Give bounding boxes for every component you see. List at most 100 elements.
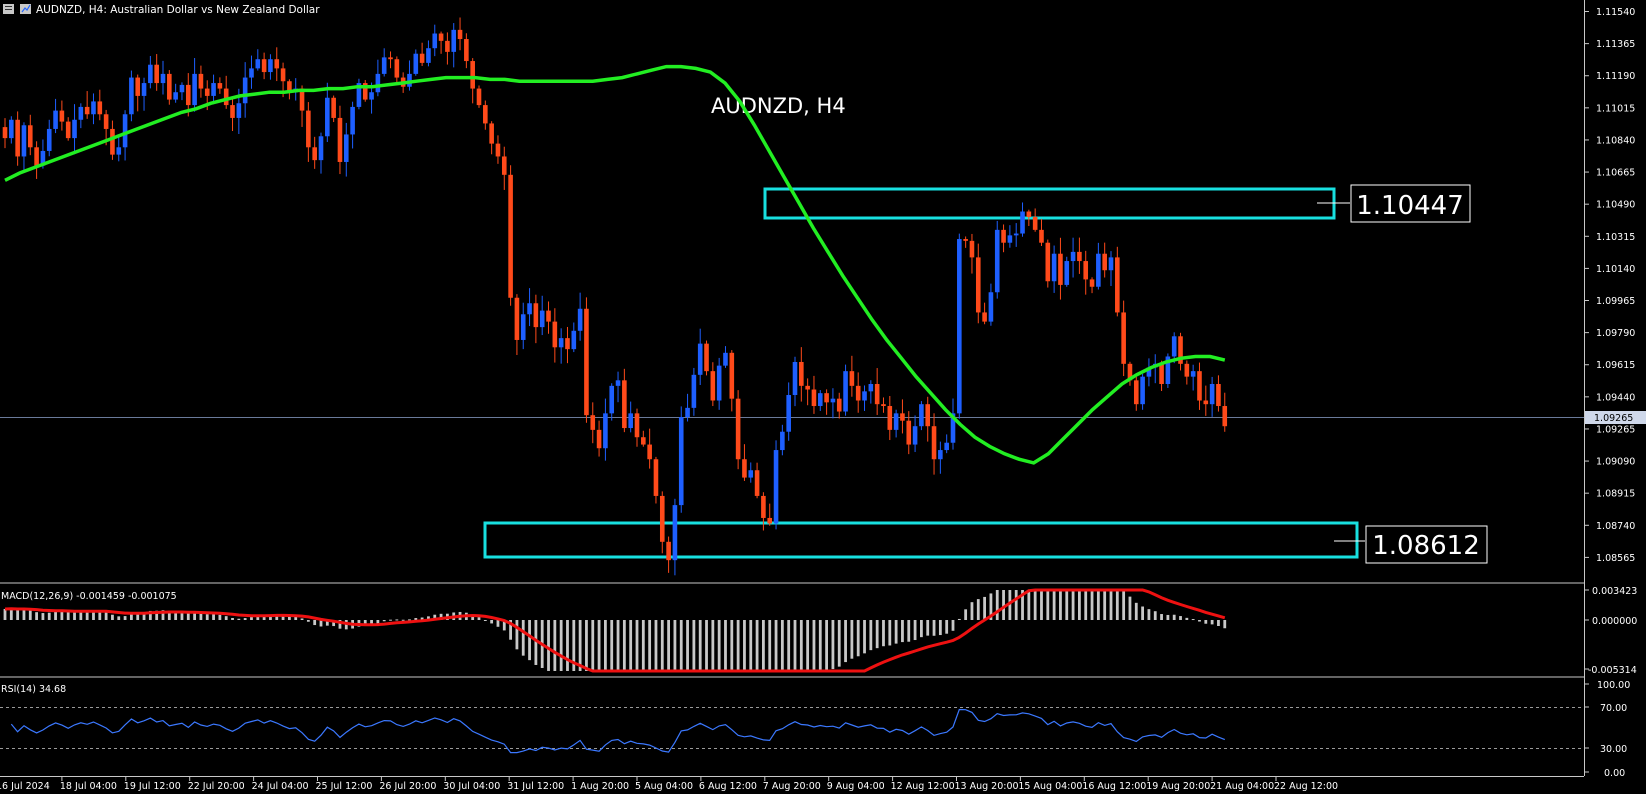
window-icons[interactable] <box>3 4 31 14</box>
candle <box>1115 246 1120 317</box>
candle <box>451 23 457 68</box>
candle <box>381 48 387 77</box>
macd-bar <box>1223 620 1227 629</box>
candle <box>407 60 412 91</box>
candle <box>919 401 924 431</box>
macd-bar <box>73 612 76 620</box>
candle <box>457 17 463 51</box>
macd-bar <box>597 620 601 671</box>
macd-bar <box>85 611 89 620</box>
candlestick-series <box>2 17 1228 576</box>
candle <box>982 302 987 325</box>
macd-bar <box>439 613 443 620</box>
macd-bar <box>1103 590 1107 620</box>
macd-bar <box>863 620 866 654</box>
macd-bar <box>547 620 550 671</box>
time-tick-label: 21 Aug 04:00 <box>1210 781 1274 792</box>
candle <box>501 146 507 190</box>
support-zone[interactable] <box>483 521 1359 559</box>
candle <box>46 119 52 157</box>
time-tick-label: 25 Jul 12:00 <box>316 781 373 792</box>
candle <box>464 33 469 69</box>
candle <box>767 503 773 526</box>
macd-bar <box>427 616 430 620</box>
candle <box>1045 239 1051 288</box>
macd-bar <box>957 618 961 620</box>
candle <box>938 441 943 474</box>
macd-bar <box>231 617 234 620</box>
macd-bar <box>920 620 923 638</box>
macd-bar <box>389 619 392 621</box>
price-tick-label: 1.09265 <box>1596 424 1635 435</box>
macd-bar <box>186 613 190 620</box>
macd-bar <box>382 620 386 622</box>
time-tick-label: 24 Jul 04:00 <box>252 781 309 792</box>
macd-bar <box>724 620 727 671</box>
macd-bar <box>325 620 329 626</box>
candle <box>558 328 564 364</box>
macd-bar <box>363 620 367 626</box>
macd-bar <box>142 612 146 620</box>
macd-bar <box>711 620 715 671</box>
macd-bar <box>1046 590 1050 620</box>
macd-bar <box>294 616 298 620</box>
candle <box>685 393 690 422</box>
candle <box>91 93 96 125</box>
macd-bar <box>54 611 57 620</box>
candle <box>672 498 678 576</box>
macd-bar <box>243 618 247 620</box>
candle <box>514 294 520 355</box>
macd-tick-zero: 0.000000 <box>1592 616 1637 627</box>
candle <box>628 401 633 433</box>
macd-bar <box>989 593 993 620</box>
candle <box>223 75 229 109</box>
candle <box>255 49 261 71</box>
macd-bar <box>1033 590 1037 620</box>
macd-bar <box>964 609 968 620</box>
macd-bar <box>262 615 266 620</box>
candle <box>786 382 791 441</box>
candle <box>817 390 823 411</box>
macd-bar <box>123 616 127 620</box>
candle <box>552 308 558 363</box>
candle <box>2 118 8 149</box>
macd-bar <box>288 616 291 620</box>
macd-bar <box>1052 590 1056 620</box>
macd-bar <box>250 617 253 620</box>
macd-bar <box>256 615 260 620</box>
candle <box>596 420 602 457</box>
macd-bar <box>907 620 911 642</box>
macd-bar <box>300 618 304 620</box>
candle <box>520 302 526 350</box>
macd-bar <box>686 620 689 671</box>
candle <box>912 415 918 453</box>
candle <box>900 399 905 434</box>
candle <box>761 492 766 531</box>
resistance-label-box <box>1350 184 1471 223</box>
time-tick-label: 19 Aug 20:00 <box>1146 781 1210 792</box>
price-tick-label: 1.09440 <box>1596 392 1635 403</box>
macd-bar <box>1040 590 1043 620</box>
candle <box>975 243 981 324</box>
macd-bar <box>780 620 784 671</box>
macd-bar <box>3 608 7 620</box>
candle <box>1209 376 1215 417</box>
macd-bar <box>774 620 778 671</box>
macd-bar <box>237 618 241 620</box>
candle <box>584 297 589 423</box>
candle <box>306 102 311 162</box>
candle <box>950 398 956 450</box>
macd-bar <box>60 611 64 620</box>
candle <box>843 364 848 416</box>
macd-bar <box>812 620 816 671</box>
macd-bar <box>793 620 797 671</box>
macd-bar <box>161 610 165 620</box>
macd-bar <box>47 612 51 620</box>
candle <box>173 83 178 103</box>
macd-bar <box>869 620 873 651</box>
macd-bar <box>193 612 196 620</box>
macd-bar <box>1071 590 1075 620</box>
candle <box>1070 237 1076 278</box>
candle <box>489 121 494 155</box>
time-tick-label: 9 Aug 04:00 <box>827 781 885 792</box>
